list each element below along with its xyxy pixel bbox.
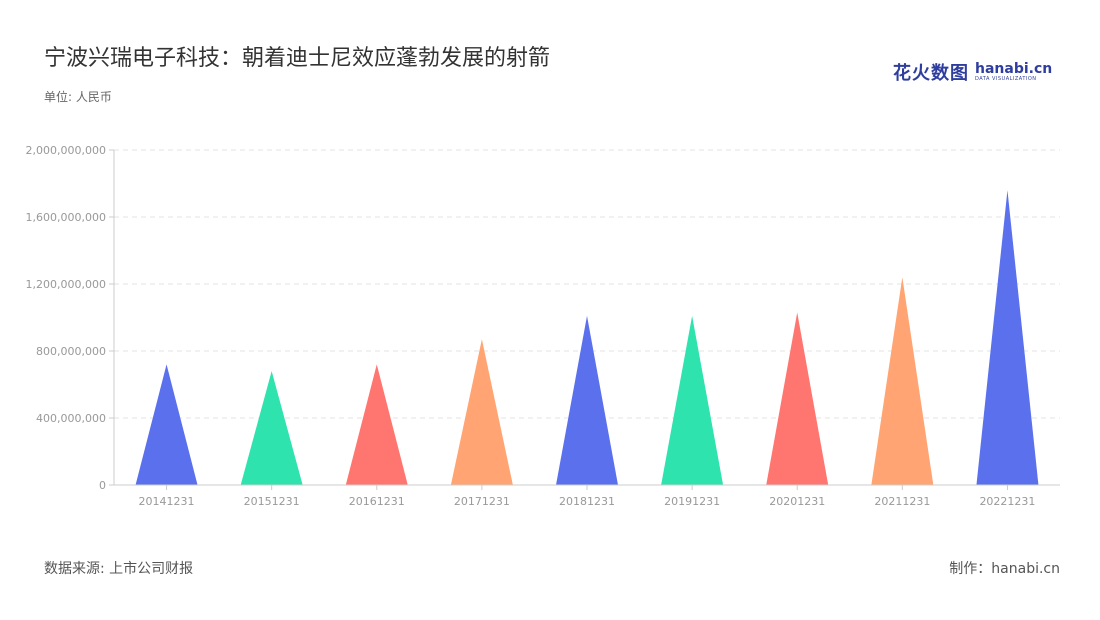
x-tick-label: 20181231 bbox=[559, 495, 615, 508]
x-tick-label: 20211231 bbox=[874, 495, 930, 508]
brand-logo: 花火数图 hanabi.cn DATA VISUALIZATION bbox=[893, 60, 1052, 84]
logo-en-text: hanabi.cn bbox=[975, 61, 1053, 77]
bar bbox=[976, 190, 1039, 485]
y-tick-label: 2,000,000,000 bbox=[26, 144, 106, 157]
logo-en-subtext: DATA VISUALIZATION bbox=[975, 76, 1037, 82]
bar-layer bbox=[135, 190, 1039, 485]
bar bbox=[240, 371, 303, 485]
y-tick-label: 0 bbox=[99, 479, 106, 492]
data-source: 数据来源: 上市公司财报 bbox=[44, 561, 194, 577]
axis-layer: 0 400,000,000 800,000,000 1,200,000,000 1,60… bbox=[26, 144, 1060, 508]
x-tick-label: 20191231 bbox=[664, 495, 720, 508]
y-tick-label: 1,200,000,000 bbox=[26, 278, 106, 291]
bar bbox=[661, 315, 724, 485]
y-tick-label: 1,600,000,000 bbox=[26, 211, 106, 224]
maker-credit: 制作：hanabi.cn bbox=[949, 561, 1060, 577]
y-tick-label: 400,000,000 bbox=[36, 412, 106, 425]
x-tick-label: 20221231 bbox=[979, 495, 1035, 508]
bar bbox=[766, 312, 829, 485]
bar bbox=[871, 277, 934, 485]
logo-en-block: hanabi.cn DATA VISUALIZATION bbox=[975, 62, 1052, 82]
x-tick-label: 20171231 bbox=[454, 495, 510, 508]
x-tick-label: 20141231 bbox=[139, 495, 195, 508]
bar bbox=[345, 364, 408, 485]
bar bbox=[556, 315, 618, 485]
x-tick-label: 20201231 bbox=[769, 495, 825, 508]
bar bbox=[135, 364, 198, 485]
y-tick-label: 800,000,000 bbox=[36, 345, 106, 358]
unit-label: 单位: 人民币 bbox=[44, 90, 112, 104]
x-tick-label: 20151231 bbox=[244, 495, 300, 508]
logo-cn-text: 花火数图 bbox=[893, 63, 969, 84]
bar bbox=[450, 339, 513, 485]
chart-title: 宁波兴瑞电子科技：朝着迪士尼效应蓬勃发展的射箭 bbox=[44, 46, 551, 71]
x-tick-label: 20161231 bbox=[349, 495, 405, 508]
